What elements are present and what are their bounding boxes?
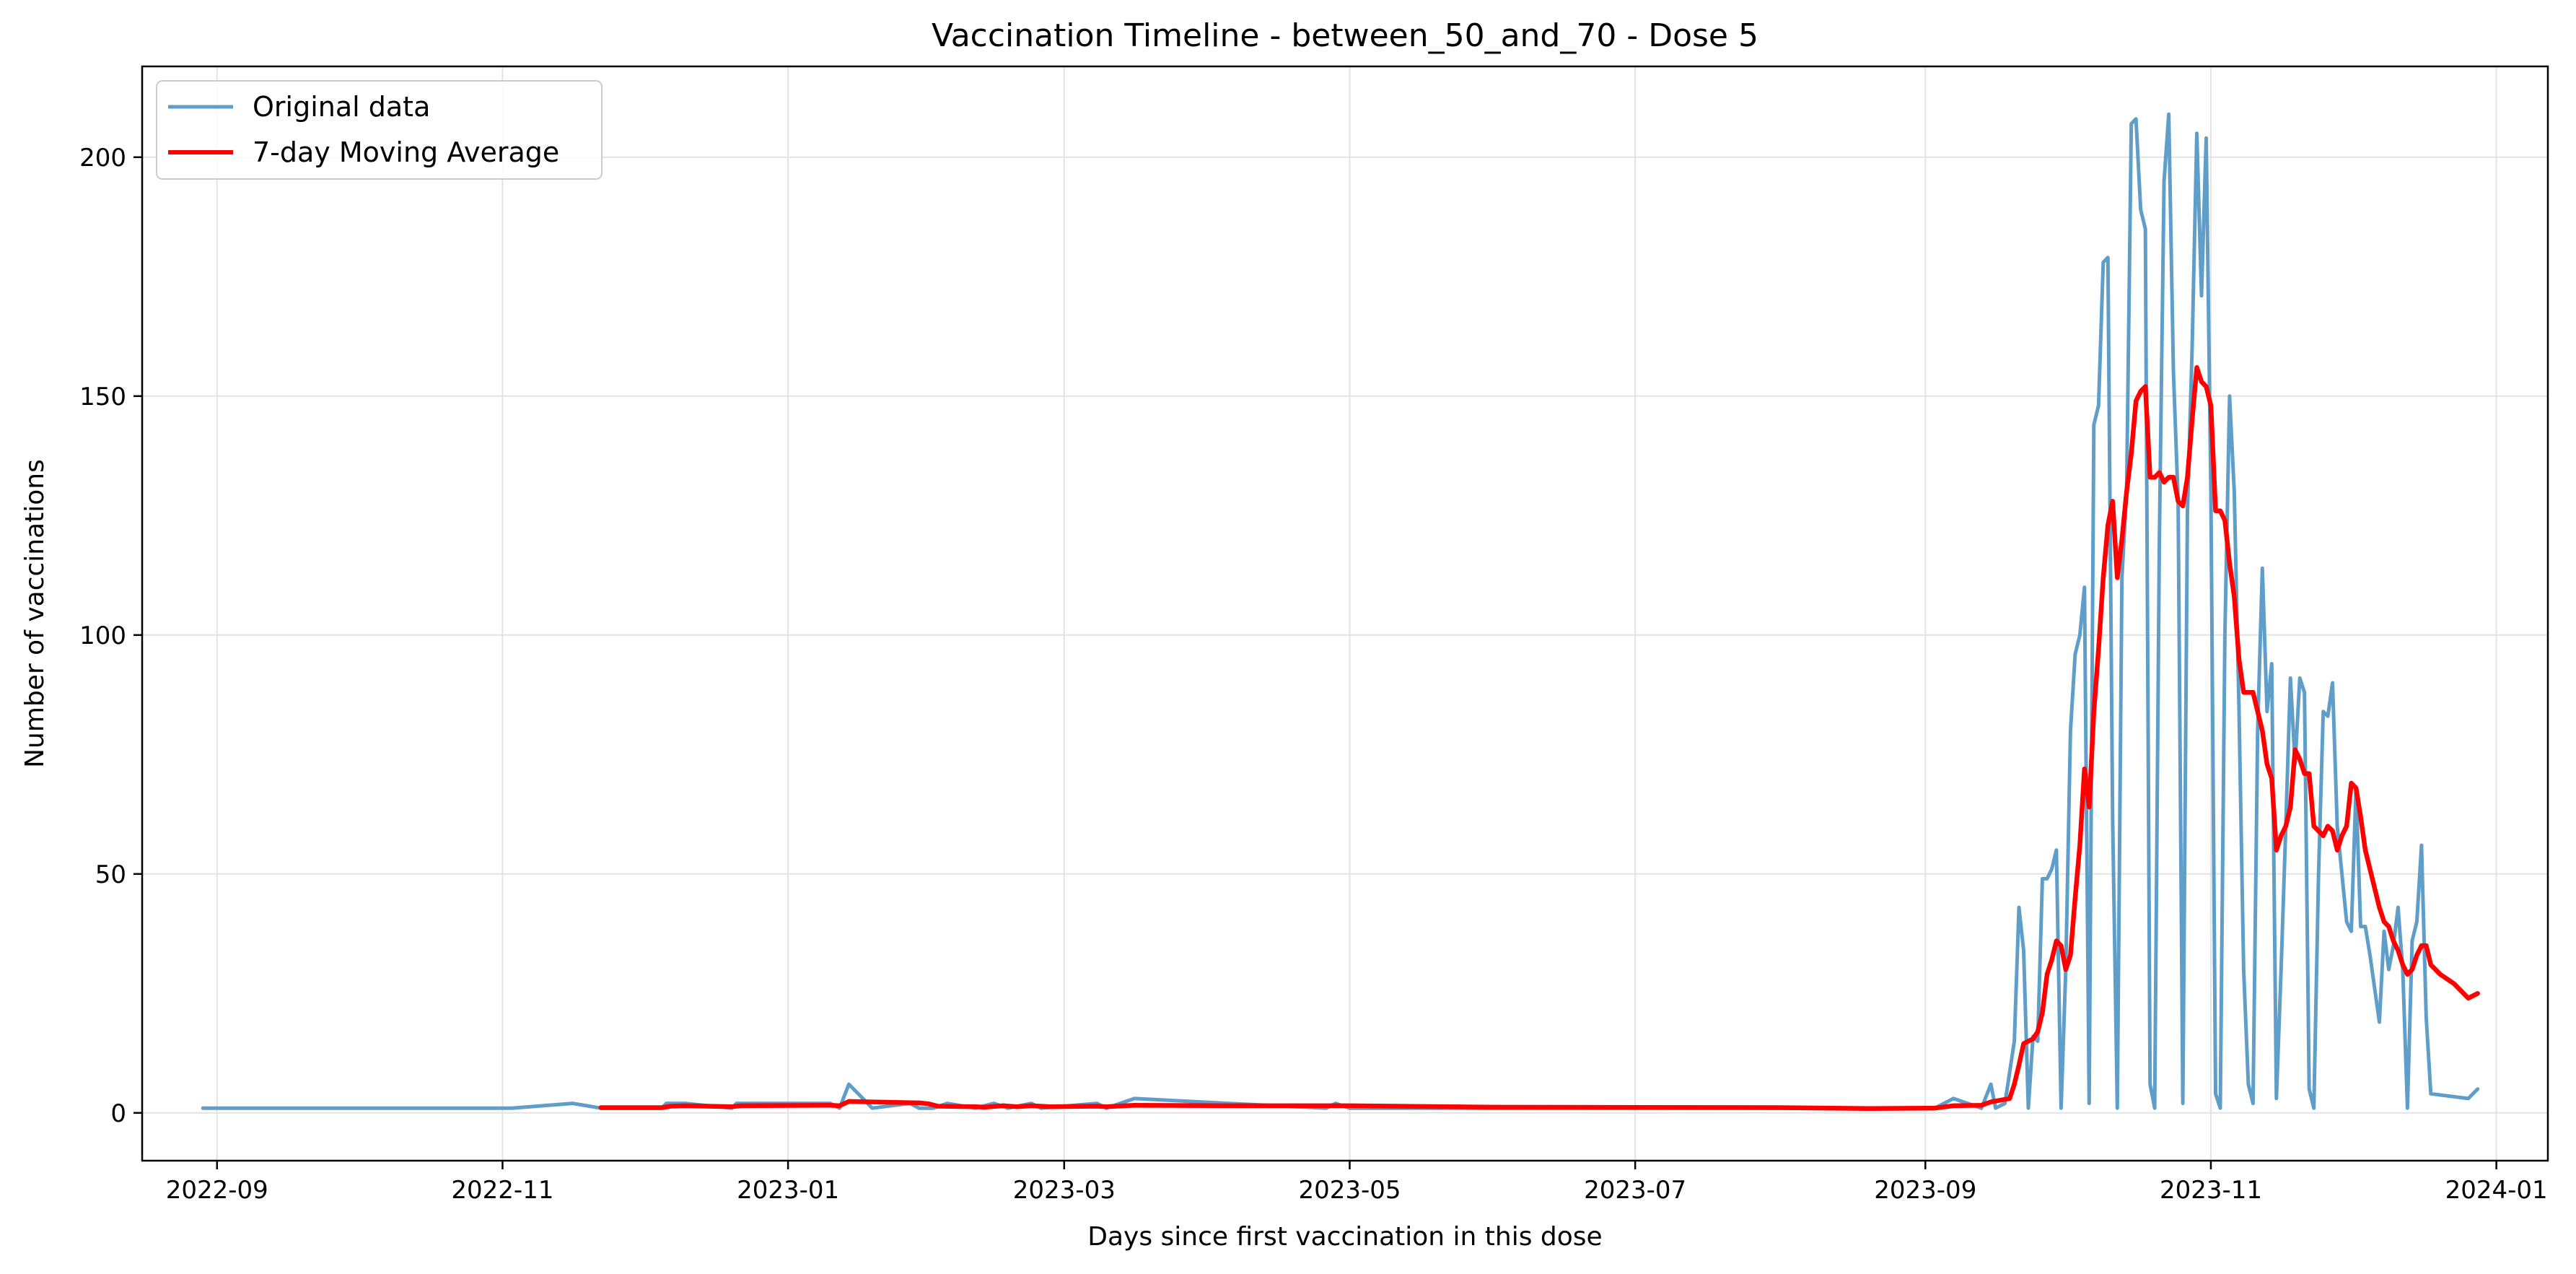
y-tick-label: 200 [79,144,126,173]
legend-label-moving-average: 7-day Moving Average [253,136,559,168]
legend-box [156,80,603,180]
x-tick-label: 2023-09 [1874,1176,1976,1205]
legend: Original data 7-day Moving Average [156,80,603,180]
x-tick-label: 2023-07 [1584,1176,1686,1205]
axis-ticks: 2022-09 2022-11 2023-01 2023-03 2023-05 2023-… [79,144,2548,1205]
series-lines [201,112,2480,1112]
y-tick-label: 150 [79,383,126,411]
series-line-moving-average [598,365,2480,1112]
x-axis-label: Days since first vaccination in this dos… [1087,1222,1602,1252]
y-tick-label: 0 [110,1099,126,1128]
chart-title: Vaccination Timeline - between_50_and_70… [932,17,1758,54]
plot-frame [141,65,2549,1162]
x-tick-label: 2024-01 [2445,1176,2548,1205]
x-tick-label: 2023-01 [737,1176,839,1205]
y-tick-label: 100 [79,621,126,650]
x-tick-label: 2022-09 [166,1176,268,1205]
y-axis-label: Number of vaccinations [20,459,50,768]
x-tick-label: 2022-11 [451,1176,553,1205]
x-tick-label: 2023-11 [2160,1176,2262,1205]
y-tick-label: 50 [95,860,126,889]
legend-label-original-data: Original data [253,91,430,123]
x-tick-label: 2023-05 [1298,1176,1401,1205]
x-tick-label: 2023-03 [1013,1176,1116,1205]
